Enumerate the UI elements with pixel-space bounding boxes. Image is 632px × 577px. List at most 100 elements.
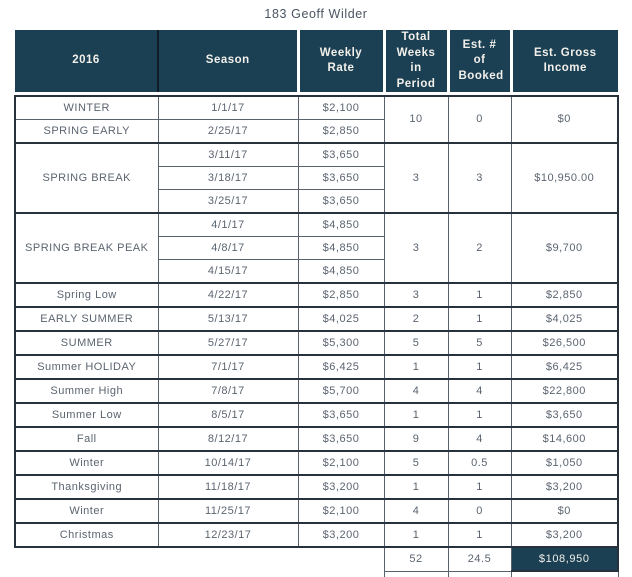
rate-table: 2016 Season Weekly Rate Total Weeks in P…: [14, 30, 619, 577]
rate-cell: $4,850: [297, 212, 385, 238]
rate-cell: $3,650: [297, 166, 385, 191]
date-cell: 10/14/17: [157, 450, 299, 476]
rate-cell: $3,650: [297, 189, 385, 214]
income-cell: $0: [510, 498, 619, 524]
booked-cell: 0: [447, 95, 512, 144]
income-cell: $3,200: [510, 474, 619, 500]
rate-cell: $4,850: [297, 236, 385, 261]
season-cell: Winter: [14, 450, 159, 476]
date-cell: 8/5/17: [157, 402, 299, 428]
season-cell: Fall: [14, 426, 159, 452]
booked-cell: 1: [447, 402, 512, 428]
table-row: WINTER 1/1/17 $2,100 10 0 $0: [14, 95, 619, 144]
weeks-cell: 1: [383, 402, 449, 428]
booked-cell: 0: [447, 498, 512, 524]
weeks-cell: 3: [383, 142, 449, 214]
page: { "title": "183 Geoff Wilder", "colors":…: [14, 7, 619, 577]
grid-stub-row: [15, 571, 619, 577]
total-weeks-cell: 52: [383, 546, 449, 572]
weeks-cell: 1: [383, 474, 449, 500]
weeks-cell: 9: [383, 426, 449, 452]
income-cell: $9,700: [510, 212, 619, 284]
season-cell: EARLY SUMMER: [14, 306, 159, 332]
weeks-cell: 2: [383, 306, 449, 332]
income-cell: $4,025: [510, 306, 619, 332]
booked-cell: 5: [447, 330, 512, 356]
grid-stub: [447, 571, 511, 577]
weeks-cell: 1: [383, 522, 449, 549]
weeks-cell: 1: [383, 354, 449, 380]
income-cell: $6,425: [510, 354, 619, 380]
table-row: 4/8/17 $4,850: [15, 236, 618, 261]
col-header-season: Season: [158, 30, 300, 93]
total-booked-cell: 24.5: [447, 546, 512, 572]
income-cell: $26,500: [510, 330, 619, 356]
date-cell: 7/8/17: [157, 378, 299, 404]
table-row: SPRING BREAK PEAK 4/1/17 $4,850 3 2 $9,7…: [14, 212, 619, 284]
season-cell: Christmas: [14, 522, 159, 549]
col-header-est-gross: Est. Gross Income: [511, 30, 618, 93]
season-cell: Winter: [14, 498, 159, 524]
rate-cell: $6,425: [297, 354, 385, 380]
weeks-cell: 4: [383, 498, 449, 524]
income-cell: $14,600: [510, 426, 619, 452]
income-cell: $3,650: [510, 402, 619, 428]
table-row: Christmas 12/23/17 $3,200 1 1 $3,200: [14, 522, 619, 549]
weeks-cell: 5: [383, 330, 449, 356]
season-cell: SPRING EARLY: [14, 119, 159, 144]
rate-cell: $5,300: [297, 330, 385, 356]
rate-cell: $2,100: [297, 95, 385, 121]
booked-cell: 3: [447, 142, 512, 214]
table-row: Thanksgiving 11/18/17 $3,200 1 1 $3,200: [14, 474, 619, 500]
season-cell: Summer HOLIDAY: [14, 354, 159, 380]
booked-cell: 1: [447, 354, 512, 380]
totals-spacer: [298, 547, 384, 572]
table-row: Winter 11/25/17 $2,100 4 0 $0: [14, 498, 619, 524]
col-header-est-booked: Est. # of Booked: [448, 30, 513, 93]
page-title: 183 Geoff Wilder: [264, 7, 368, 21]
grid-stub: [383, 571, 448, 577]
rate-cell: $2,100: [297, 450, 385, 476]
rate-cell: $3,650: [297, 402, 385, 428]
weeks-cell: 3: [383, 212, 449, 284]
income-cell: $0: [510, 95, 619, 144]
booked-cell: 1: [447, 522, 512, 549]
booked-cell: 4: [447, 378, 512, 404]
rate-cell: $3,650: [297, 426, 385, 452]
income-cell: $3,200: [510, 522, 619, 549]
weeks-cell: 4: [383, 378, 449, 404]
income-cell: $10,950.00: [510, 142, 619, 214]
date-cell: 4/1/17: [157, 212, 299, 238]
booked-cell: 1: [447, 306, 512, 332]
table-row: Summer High 7/8/17 $5,700 4 4 $22,800: [14, 378, 619, 404]
income-cell: $22,800: [510, 378, 619, 404]
date-cell: 5/27/17: [157, 330, 299, 356]
table-row: 3/18/17 $3,650: [15, 166, 618, 191]
grand-total-cell: $108,950: [510, 546, 619, 573]
date-cell: 12/23/17: [157, 522, 299, 549]
season-cell: Thanksgiving: [14, 474, 159, 500]
table-row: Summer Low 8/5/17 $3,650 1 1 $3,650: [14, 402, 619, 428]
income-cell: $2,850: [510, 282, 619, 308]
grid-stub-spacer: [15, 571, 384, 577]
rate-cell: $3,650: [297, 142, 385, 168]
season-cell: WINTER: [14, 95, 159, 121]
table-row: Fall 8/12/17 $3,650 9 4 $14,600: [14, 426, 619, 452]
rate-cell: $3,200: [297, 474, 385, 500]
rate-cell: $3,200: [297, 522, 385, 549]
table-row: SUMMER 5/27/17 $5,300 5 5 $26,500: [14, 330, 619, 356]
rate-cell: $5,700: [297, 378, 385, 404]
date-cell: 4/8/17: [157, 236, 299, 261]
season-cell: SPRING BREAK PEAK: [14, 212, 159, 284]
header-row: 2016 Season Weekly Rate Total Weeks in P…: [15, 30, 618, 93]
weeks-cell: 5: [383, 450, 449, 476]
grid-stub: [510, 571, 619, 577]
table-row: Spring Low 4/22/17 $2,850 3 1 $2,850: [14, 282, 619, 308]
totals-row: 52 24.5 $108,950: [15, 546, 619, 573]
season-cell: Spring Low: [14, 282, 159, 308]
date-cell: 3/11/17: [157, 142, 299, 168]
date-cell: 4/15/17: [157, 259, 299, 284]
date-cell: 8/12/17: [157, 426, 299, 452]
rate-cell: $2,850: [297, 282, 385, 308]
